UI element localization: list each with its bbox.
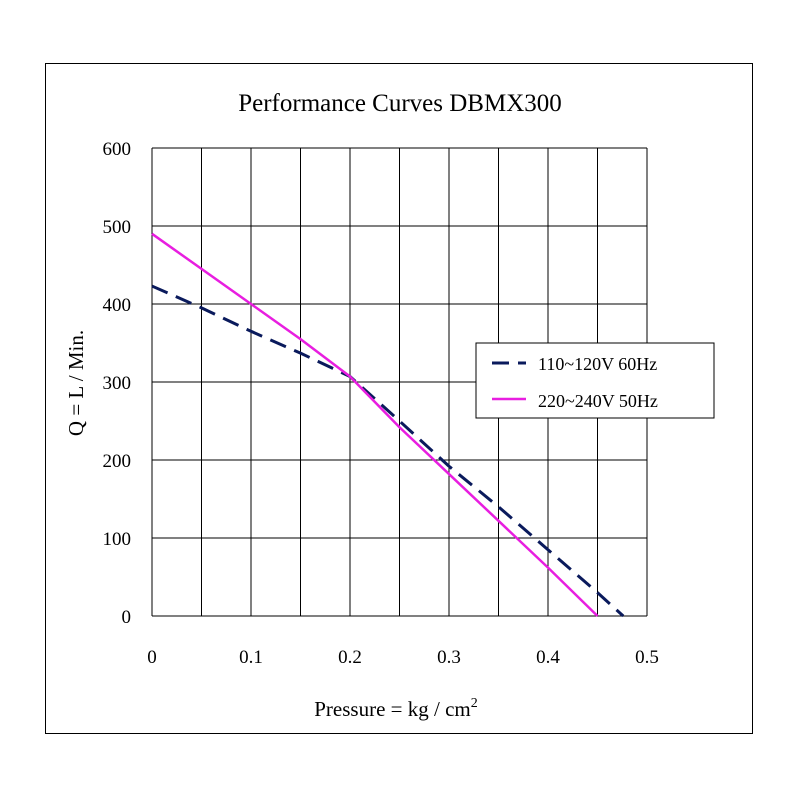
chart-title: Performance Curves DBMX300 xyxy=(238,90,562,117)
x-tick-label: 0.4 xyxy=(536,647,560,668)
series-line-110-120v-60hz xyxy=(151,284,625,618)
legend: 110~120V 60Hz 220~240V 50Hz xyxy=(475,342,715,419)
legend-box xyxy=(475,342,715,419)
x-tick-label: 0.5 xyxy=(635,647,659,668)
series-line-220-240v-50hz xyxy=(151,232,599,617)
legend-label-220-240v: 220~240V 50Hz xyxy=(538,391,658,411)
y-tick-label: 500 xyxy=(103,217,132,238)
y-tick-label: 200 xyxy=(103,451,132,472)
x-axis-title: Pressure = kg / cm2 xyxy=(314,696,478,721)
y-axis-title: Q = L / Min. xyxy=(64,330,88,436)
x-tick-label: 0.3 xyxy=(437,647,461,668)
x-tick-label: 0.2 xyxy=(338,647,362,668)
tick-labels: 0 0.1 0.2 0.3 0.4 0.5 0 100 200 300 400 500 600 xyxy=(103,139,659,668)
y-tick-label: 0 xyxy=(122,607,132,628)
x-axis-title-text: Pressure = kg / cm xyxy=(314,697,471,721)
x-tick-label: 0 xyxy=(147,647,157,668)
y-tick-label: 400 xyxy=(103,295,132,316)
y-tick-label: 100 xyxy=(103,529,132,550)
series-lines xyxy=(151,232,625,618)
x-tick-label: 0.1 xyxy=(239,647,263,668)
y-tick-label: 600 xyxy=(103,139,132,160)
y-tick-label: 300 xyxy=(103,373,132,394)
x-axis-title-superscript: 2 xyxy=(471,696,478,711)
legend-label-110-120v: 110~120V 60Hz xyxy=(538,354,657,374)
